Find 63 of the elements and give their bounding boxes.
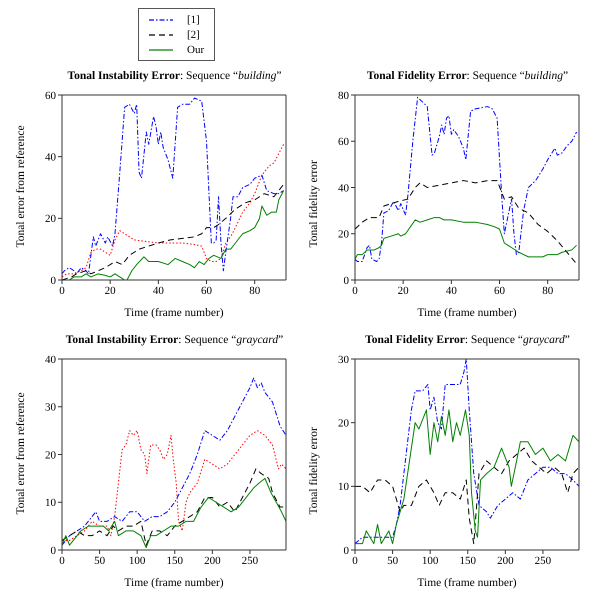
y-axis-title: Tonal error from reference: [15, 392, 28, 514]
y-tick-label: 60: [338, 136, 350, 148]
y-tick-label: 60: [45, 90, 56, 102]
y-tick-label: 40: [338, 182, 350, 194]
line-series: [62, 378, 286, 546]
x-tick-label: 250: [534, 554, 552, 567]
x-tick-label: 50: [94, 554, 106, 567]
line-series: [62, 98, 284, 274]
legend-label: Our: [187, 44, 204, 56]
y-tick-label: 0: [344, 544, 350, 557]
y-tick-label: 40: [45, 354, 56, 366]
y-tick-label: 20: [338, 228, 350, 241]
x-tick-label: 60: [201, 284, 213, 297]
y-tick-label: 10: [45, 497, 56, 510]
y-tick-label: 0: [50, 274, 56, 287]
x-tick-label: 60: [494, 284, 506, 297]
x-tick-label: 200: [497, 554, 514, 567]
chart-title: Tonal Instability Error: Sequence “building”: [67, 70, 282, 82]
x-tick-label: 80: [249, 284, 261, 297]
legend-label: [2]: [187, 28, 200, 40]
x-tick-label: 0: [352, 284, 358, 297]
y-tick-label: 30: [45, 402, 56, 414]
x-tick-label: 200: [204, 554, 222, 567]
line-series: [355, 180, 578, 264]
x-tick-label: 0: [352, 554, 358, 567]
x-axis-title: Time (frame number): [124, 307, 224, 319]
x-tick-label: 20: [104, 284, 116, 297]
y-tick-label: 20: [45, 449, 56, 462]
y-axis-title: Tonal fidelity error: [308, 427, 320, 514]
x-tick-label: 150: [460, 554, 476, 567]
y-tick-label: 10: [338, 481, 350, 494]
x-tick-label: 40: [446, 284, 458, 297]
x-tick-label: 0: [59, 554, 66, 567]
chart-title: Tonal Fidelity Error: Sequence “building”: [366, 70, 568, 82]
x-axis-title: Time (frame number): [417, 577, 517, 589]
x-tick-label: 250: [242, 554, 259, 567]
line-series: [355, 409, 579, 544]
x-tick-label: 150: [166, 554, 184, 567]
y-tick-label: 30: [338, 354, 350, 366]
line-series: [355, 217, 578, 260]
line-series: [355, 448, 579, 544]
x-tick-label: 50: [387, 554, 399, 567]
y-tick-label: 80: [338, 90, 350, 102]
x-tick-label: 100: [128, 554, 146, 567]
line-series: [62, 430, 286, 541]
y-axis-title: Tonal fidelity error: [308, 160, 320, 248]
y-tick-label: 0: [344, 274, 350, 287]
y-tick-label: 20: [338, 418, 350, 430]
x-tick-label: 80: [542, 284, 554, 297]
legend-label: [1]: [187, 14, 200, 26]
chart-title: Tonal Instability Error: Sequence “graycard”: [66, 334, 284, 346]
line-series: [62, 144, 284, 278]
x-tick-label: 0: [59, 284, 66, 297]
y-tick-label: 40: [45, 152, 56, 164]
x-axis-title: Time (frame number): [124, 577, 224, 589]
y-tick-label: 20: [45, 213, 56, 226]
chart-title: Tonal Fidelity Error: Sequence “graycard”: [365, 334, 570, 346]
x-tick-label: 100: [422, 554, 439, 567]
x-tick-label: 20: [398, 284, 410, 297]
y-tick-label: 0: [50, 544, 56, 557]
x-axis-title: Time (frame number): [417, 307, 517, 319]
y-axis-title: Tonal error from reference: [15, 125, 28, 248]
x-tick-label: 40: [152, 284, 164, 297]
